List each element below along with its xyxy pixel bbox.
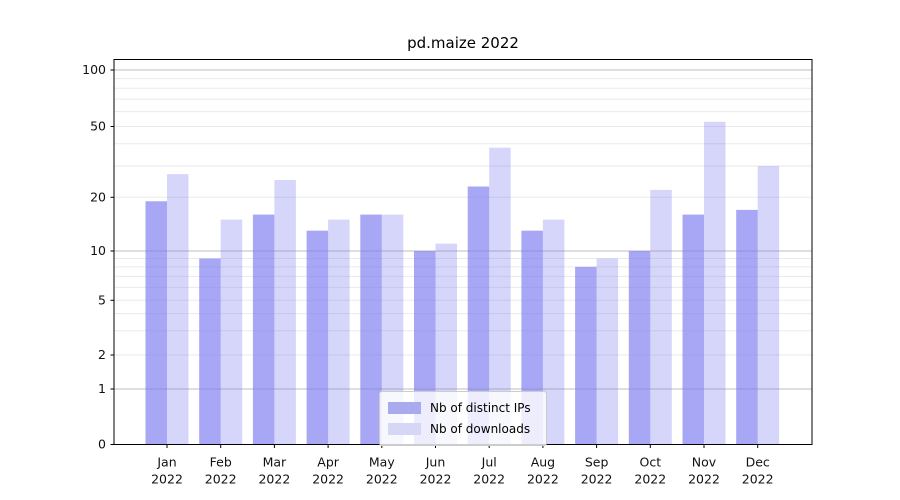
legend-swatch-downloads [388, 422, 421, 435]
bar-downloads-sep [596, 258, 619, 445]
x-tick-label-month-may: May [369, 455, 395, 470]
x-tick-label-year-oct: 2022 [634, 472, 666, 487]
legend: Nb of distinct IPs Nb of downloads [379, 391, 547, 446]
bar-ips-nov [682, 214, 704, 445]
legend-label-distinct-ips: Nb of distinct IPs [430, 400, 531, 415]
y-tick-label-5: 5 [98, 293, 106, 308]
x-tick-label-year-sep: 2022 [581, 472, 613, 487]
x-tick-label-year-jan: 2022 [151, 472, 183, 487]
x-tick-label-month-jul: Jul [481, 455, 497, 470]
bar-ips-jan [145, 201, 167, 445]
x-tick-label-year-mar: 2022 [258, 472, 290, 487]
bar-ips-feb [199, 258, 221, 445]
y-tick-label-100: 100 [82, 62, 106, 77]
bar-ips-jul [467, 186, 490, 445]
bar-downloads-may [381, 214, 404, 445]
x-tick-label-year-jun: 2022 [420, 472, 452, 487]
x-tick-label-year-apr: 2022 [312, 472, 344, 487]
y-tick-label-1: 1 [98, 381, 106, 396]
bar-ips-oct [628, 251, 651, 445]
x-tick-label-year-jul: 2022 [473, 472, 505, 487]
x-tick-label-month-nov: Nov [692, 455, 717, 470]
legend-item-downloads: Nb of downloads [388, 418, 538, 439]
bar-downloads-oct [650, 189, 672, 445]
x-tick-label-year-dec: 2022 [742, 472, 774, 487]
y-tick-label-10: 10 [90, 243, 106, 258]
bar-downloads-dec [757, 165, 780, 445]
x-tick-label-month-oct: Oct [639, 455, 661, 470]
x-tick-label-year-aug: 2022 [527, 472, 559, 487]
legend-swatch-distinct-ips [388, 401, 421, 414]
x-tick-label-year-may: 2022 [366, 472, 398, 487]
bar-downloads-mar [274, 180, 296, 445]
bar-downloads-jan [167, 174, 189, 445]
bar-downloads-apr [328, 219, 350, 445]
x-tick-label-month-dec: Dec [746, 455, 770, 470]
y-tick-label-2: 2 [98, 347, 106, 362]
bar-ips-mar [252, 214, 275, 445]
chart-title: pd.maize 2022 [407, 34, 519, 52]
legend-item-distinct-ips: Nb of distinct IPs [388, 397, 538, 418]
bar-ips-dec [736, 209, 758, 445]
bar-downloads-aug [542, 219, 565, 445]
x-tick-label-month-mar: Mar [263, 455, 287, 470]
bar-downloads-jul [489, 147, 511, 445]
y-tick-label-0: 0 [98, 437, 106, 452]
x-tick-label-month-aug: Aug [531, 455, 555, 470]
x-tick-label-year-feb: 2022 [205, 472, 237, 487]
x-tick-label-month-feb: Feb [210, 455, 232, 470]
x-tick-label-month-sep: Sep [585, 455, 609, 470]
bar-ips-apr [306, 230, 329, 445]
x-tick-label-month-jun: Jun [425, 455, 446, 470]
bar-downloads-nov [704, 121, 726, 445]
x-tick-label-month-jan: Jan [156, 455, 176, 470]
bar-ips-may [360, 214, 382, 445]
bar-downloads-feb [220, 219, 243, 445]
x-tick-label-year-nov: 2022 [688, 472, 720, 487]
y-tick-label-50: 50 [90, 119, 106, 134]
x-tick-label-month-apr: Apr [317, 455, 339, 470]
bar-ips-sep [575, 266, 597, 445]
legend-label-downloads: Nb of downloads [430, 421, 531, 436]
y-tick-label-20: 20 [90, 190, 106, 205]
